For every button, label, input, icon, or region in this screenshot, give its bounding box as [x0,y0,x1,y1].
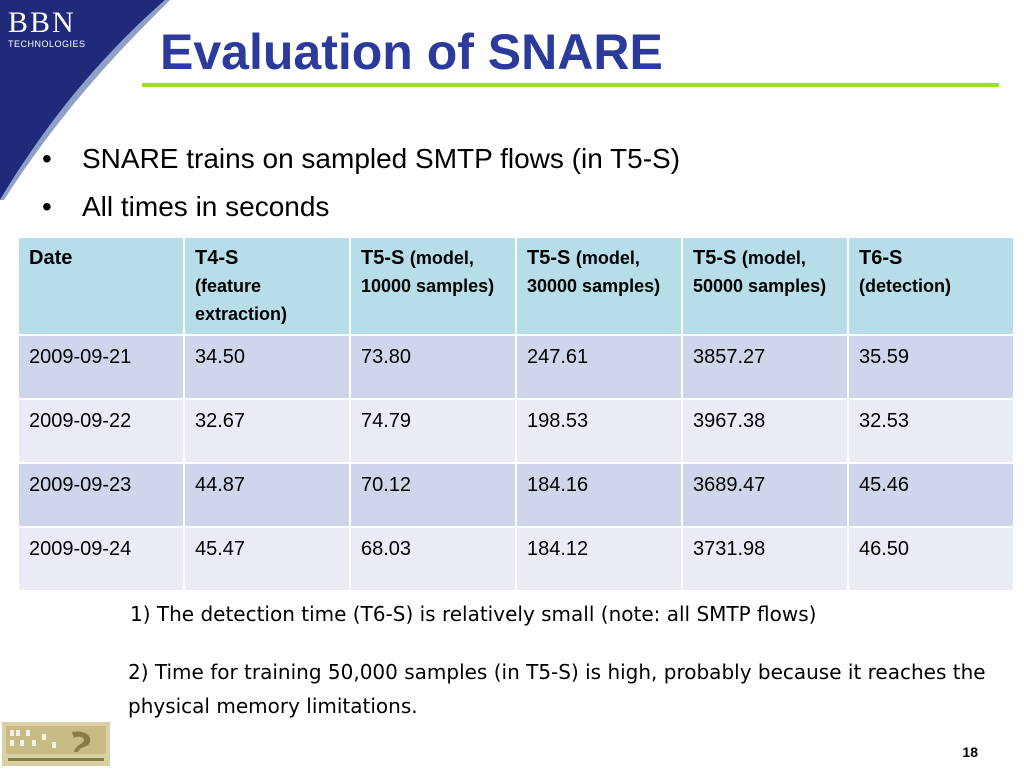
table-cell: 35.59 [847,334,1015,400]
table-cell: 46.50 [847,526,1015,592]
table-row: 2009-09-22 32.67 74.79 198.53 3967.38 32… [17,398,1015,464]
column-header: Date [17,236,185,336]
table-cell: 45.47 [183,526,351,592]
table-row: 2009-09-23 44.87 70.12 184.16 3689.47 45… [17,462,1015,528]
column-header: T5-S (model, 30000 samples) [515,236,683,336]
table-cell: 44.87 [183,462,351,528]
table-row: 2009-09-24 45.47 68.03 184.12 3731.98 46… [17,526,1015,592]
slide-title: Evaluation of SNARE [160,24,663,80]
table-cell: 70.12 [349,462,517,528]
column-header: T6-S (detection) [847,236,1015,336]
logo-subtitle: TECHNOLOGIES [8,39,86,49]
georgia-tech-logo-icon [2,722,110,766]
table-cell: 74.79 [349,398,517,464]
table-header-row: Date T4-S (feature extraction) T5-S (mode… [17,236,1015,336]
table-cell: 184.12 [515,526,683,592]
table-cell: 3857.27 [681,334,849,400]
title-divider [142,83,999,87]
table-row: 2009-09-21 34.50 73.80 247.61 3857.27 35… [17,334,1015,400]
column-header: T5-S (model, 50000 samples) [681,236,849,336]
table-cell: 32.67 [183,398,351,464]
column-header: T4-S (feature extraction) [183,236,351,336]
table-cell: 184.16 [515,462,683,528]
table-cell: 3689.47 [681,462,849,528]
bullet-list: • SNARE trains on sampled SMTP flows (in … [42,135,680,231]
bullet-item: • All times in seconds [42,183,680,231]
timing-table: Date T4-S (feature extraction) T5-S (mode… [17,236,1015,592]
table-cell: 32.53 [847,398,1015,464]
table-cell: 247.61 [515,334,683,400]
column-header: T5-S (model, 10000 samples) [349,236,517,336]
table-cell: 2009-09-24 [17,526,185,592]
logo-name: BBN [8,6,76,39]
logo-swoosh-icon [0,0,170,200]
table-cell: 2009-09-23 [17,462,185,528]
page-number: 18 [962,744,978,760]
note-detection-time: 1) The detection time (T6-S) is relative… [130,602,817,626]
table-cell: 68.03 [349,526,517,592]
bullet-icon: • [42,191,52,222]
note-training-time: 2) Time for training 50,000 samples (in … [128,660,986,718]
bullet-item: • SNARE trains on sampled SMTP flows (in … [42,135,680,183]
table-cell: 198.53 [515,398,683,464]
table-cell: 45.46 [847,462,1015,528]
table-cell: 2009-09-21 [17,334,185,400]
table-cell: 3731.98 [681,526,849,592]
table-cell: 34.50 [183,334,351,400]
bullet-icon: • [42,143,52,174]
bbn-logo: BBN TECHNOLOGIES [0,0,170,200]
table-cell: 3967.38 [681,398,849,464]
table-cell: 73.80 [349,334,517,400]
table-cell: 2009-09-22 [17,398,185,464]
